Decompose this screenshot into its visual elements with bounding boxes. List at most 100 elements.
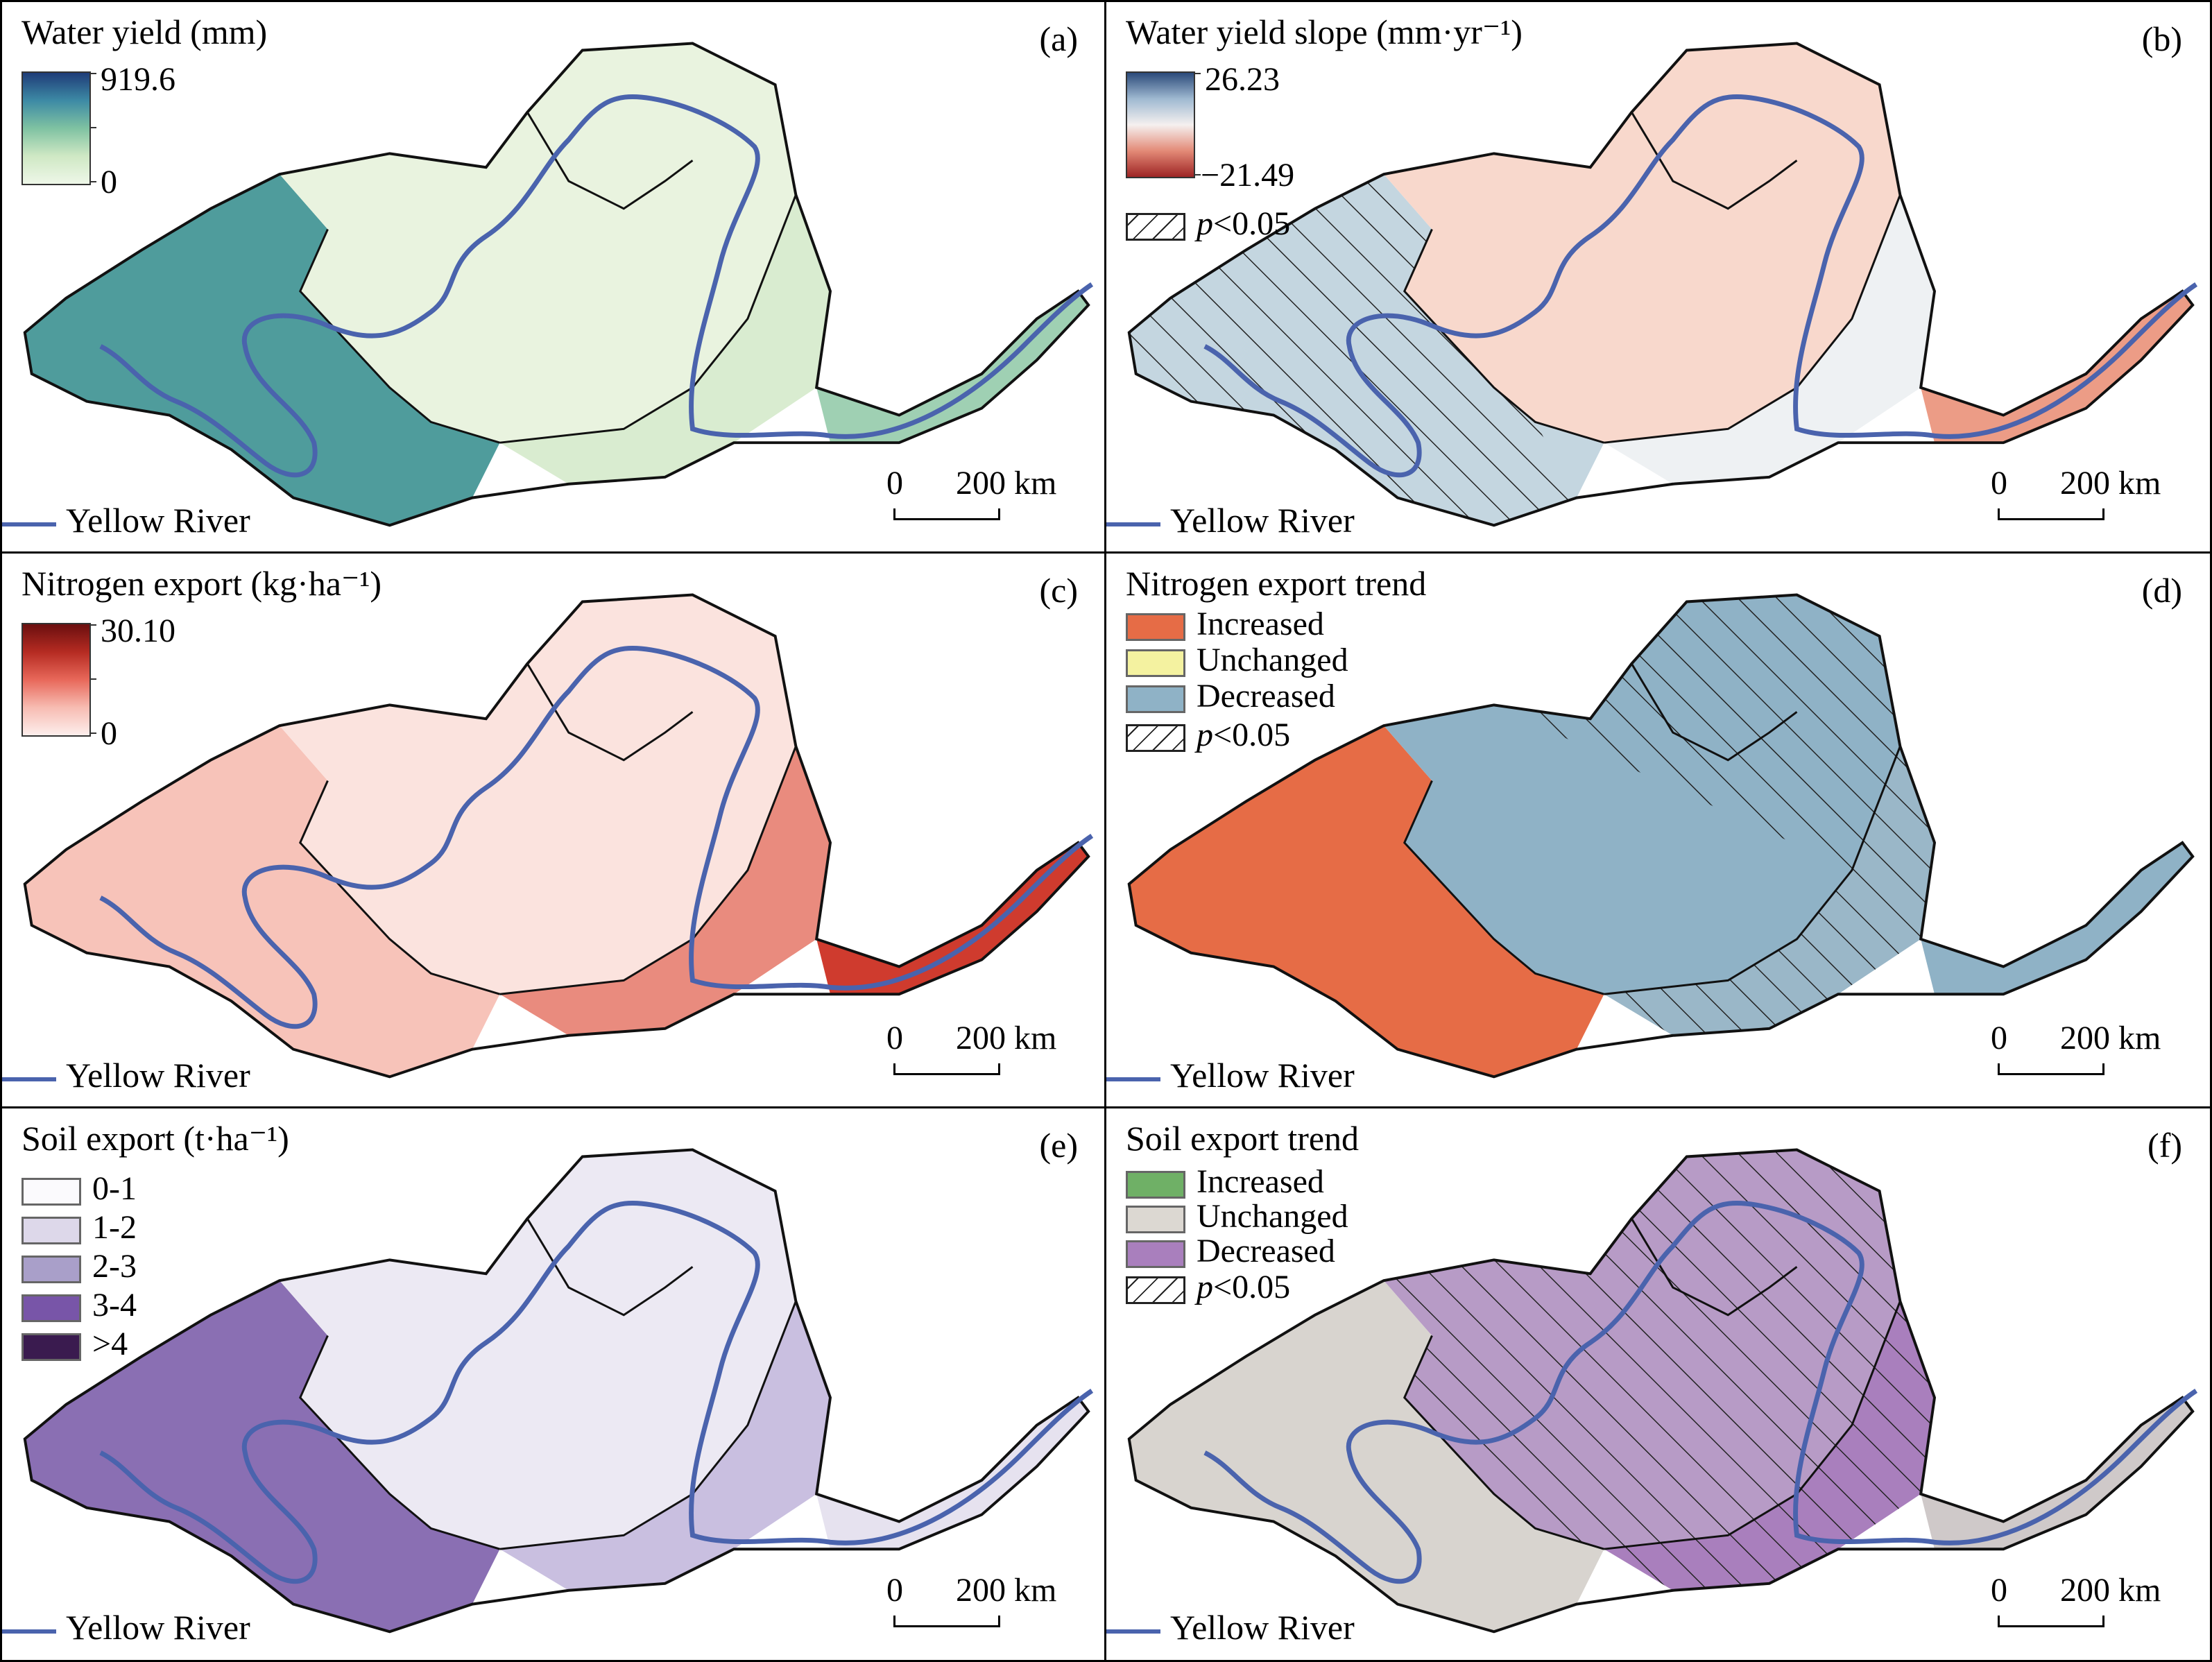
- scale-bar-c: 0 200 km: [874, 1019, 1082, 1081]
- scale-line-f: [1998, 1616, 2104, 1627]
- scale-distance-c: 200 km: [956, 1020, 1057, 1056]
- legend-item-unchanged-f: Unchanged: [1126, 1200, 1348, 1233]
- panel-d: Nitrogen export trend (d) Increased Unch…: [1104, 551, 2212, 1110]
- legend-item-gt4-e: >4: [22, 1328, 128, 1361]
- hatch-legend-b: p<0.05: [1126, 207, 1290, 241]
- legend-swatch-1-2-e: [22, 1216, 81, 1244]
- river-legend-c: Yellow River: [2, 1058, 250, 1093]
- hatch-swatch-f: [1126, 1276, 1185, 1304]
- basin-regions-a: [24, 43, 1089, 526]
- yellow-river-e: [99, 1201, 1094, 1584]
- hatch-swatch-b: [1126, 212, 1185, 241]
- map-e: [23, 1148, 1094, 1634]
- hatch-threshold-d: <0.05: [1213, 717, 1291, 753]
- legend-label-unchanged-d: Unchanged: [1197, 642, 1348, 678]
- scale-distance-b: 200 km: [2060, 465, 2161, 502]
- legend-label-unchanged-f: Unchanged: [1197, 1198, 1348, 1235]
- panel-b: Water yield slope (mm·yr⁻¹) (b) 26.23 −2…: [1104, 0, 2212, 555]
- river-label-e: Yellow River: [66, 1608, 250, 1647]
- river-line-swatch-a: [2, 522, 56, 526]
- panel-title-e: Soil export (t·ha⁻¹): [22, 1119, 289, 1158]
- panel-title-d: Nitrogen export trend: [1126, 564, 1427, 603]
- legend-item-decreased-f: Decreased: [1126, 1235, 1335, 1268]
- scale-bar-e: 0 200 km: [874, 1571, 1082, 1634]
- scale-line-d: [1998, 1063, 2104, 1075]
- region-east-a: [499, 194, 830, 484]
- region-central-a: [279, 43, 796, 443]
- legend-swatch-3-4-e: [22, 1294, 81, 1322]
- basin-outline-a: [23, 42, 1090, 527]
- gradient-tick-top-b: [1194, 73, 1201, 74]
- region-east-c: [499, 746, 831, 1036]
- scale-line-e: [893, 1616, 1000, 1627]
- hatch-threshold-b: <0.05: [1213, 205, 1291, 242]
- river-label-a: Yellow River: [66, 501, 250, 540]
- river-line-swatch-d: [1106, 1077, 1160, 1081]
- gradient-tick-bottom-c: [89, 733, 96, 734]
- hatch-legend-d: p<0.05: [1126, 719, 1290, 752]
- panel-title-a: Water yield (mm): [22, 12, 268, 51]
- legend-swatch-increased-f: [1126, 1170, 1185, 1199]
- gradient-tick-top-a: [89, 73, 96, 74]
- legend-item-unchanged-d: Unchanged: [1126, 644, 1348, 677]
- gradient-tick-top-c: [89, 624, 96, 626]
- river-line-swatch-b: [1106, 522, 1160, 526]
- legend-item-increased-f: Increased: [1126, 1165, 1324, 1199]
- panel-title-c: Nitrogen export (kg·ha⁻¹): [22, 564, 381, 603]
- legend-swatch-increased-d: [1126, 612, 1185, 641]
- hatch-threshold-f: <0.05: [1213, 1269, 1291, 1305]
- river-legend-b: Yellow River: [1106, 503, 1355, 538]
- legend-item-2-3-e: 2-3: [22, 1250, 137, 1283]
- legend-label-1-2-e: 1-2: [92, 1209, 137, 1246]
- basin-outline-e: [23, 1148, 1090, 1634]
- legend-swatch-0-1-e: [22, 1177, 81, 1206]
- basin-regions-c: [24, 594, 1089, 1077]
- river-label-f: Yellow River: [1170, 1608, 1355, 1647]
- hatch-legend-f: p<0.05: [1126, 1271, 1290, 1304]
- region-central-b: [1383, 43, 1901, 443]
- significance-hatch-b: [1129, 174, 1577, 526]
- river-label-d: Yellow River: [1170, 1056, 1355, 1095]
- scale-zero-b: 0: [1991, 465, 2007, 502]
- scale-distance-f: 200 km: [2060, 1572, 2161, 1609]
- region-west-a: [24, 174, 500, 526]
- gradient-min-label-b: −21.49: [1201, 157, 1295, 194]
- legend-swatch-unchanged-d: [1126, 649, 1185, 677]
- scale-bar-a: 0 200 km: [874, 464, 1082, 526]
- legend-item-0-1-e: 0-1: [22, 1172, 137, 1206]
- river-legend-a: Yellow River: [2, 503, 250, 538]
- scale-bar-b: 0 200 km: [1978, 464, 2186, 526]
- region-west-f: [1129, 1280, 1604, 1632]
- yellow-river-f: [1203, 1201, 2198, 1584]
- river-label-c: Yellow River: [66, 1056, 250, 1095]
- gradient-min-label-c: 0: [101, 715, 117, 752]
- legend-label-increased-f: Increased: [1197, 1163, 1324, 1200]
- panel-e: Soil export (t·ha⁻¹) (e) 0-1 1-2 2-3 3-4…: [0, 1106, 1108, 1662]
- basin-outline-b: [1127, 42, 2195, 527]
- legend-label-gt4-e: >4: [92, 1326, 128, 1362]
- map-a: [23, 42, 1094, 527]
- region-east-e: [499, 1301, 830, 1591]
- gradient-bar-c: [22, 623, 91, 737]
- panel-tag-d: (d): [2141, 571, 2182, 610]
- scale-distance-a: 200 km: [956, 465, 1057, 502]
- legend-swatch-decreased-f: [1126, 1240, 1185, 1268]
- panel-tag-f: (f): [2147, 1126, 2182, 1165]
- hatch-swatch-d: [1126, 723, 1185, 752]
- gradient-tick-mid-a: [89, 127, 96, 128]
- map-d: [1127, 593, 2195, 1079]
- gradient-tick-mid-c: [89, 678, 96, 680]
- legend-item-increased-d: Increased: [1126, 608, 1324, 641]
- map-f: [1127, 1148, 2198, 1634]
- scale-zero-c: 0: [886, 1020, 903, 1056]
- gradient-bar-b: [1126, 71, 1195, 178]
- scale-bar-f: 0 200 km: [1978, 1571, 2186, 1634]
- scale-line-a: [893, 508, 1000, 520]
- river-line-swatch-e: [2, 1629, 56, 1634]
- scale-zero-d: 0: [1991, 1020, 2007, 1056]
- legend-label-decreased-d: Decreased: [1197, 678, 1335, 714]
- basin-regions-e: [24, 1149, 1089, 1632]
- gradient-bar-a: [22, 71, 91, 185]
- panel-f: Soil export trend (f) Increased Unchange…: [1104, 1106, 2212, 1662]
- region-west-d: [1129, 726, 1604, 1077]
